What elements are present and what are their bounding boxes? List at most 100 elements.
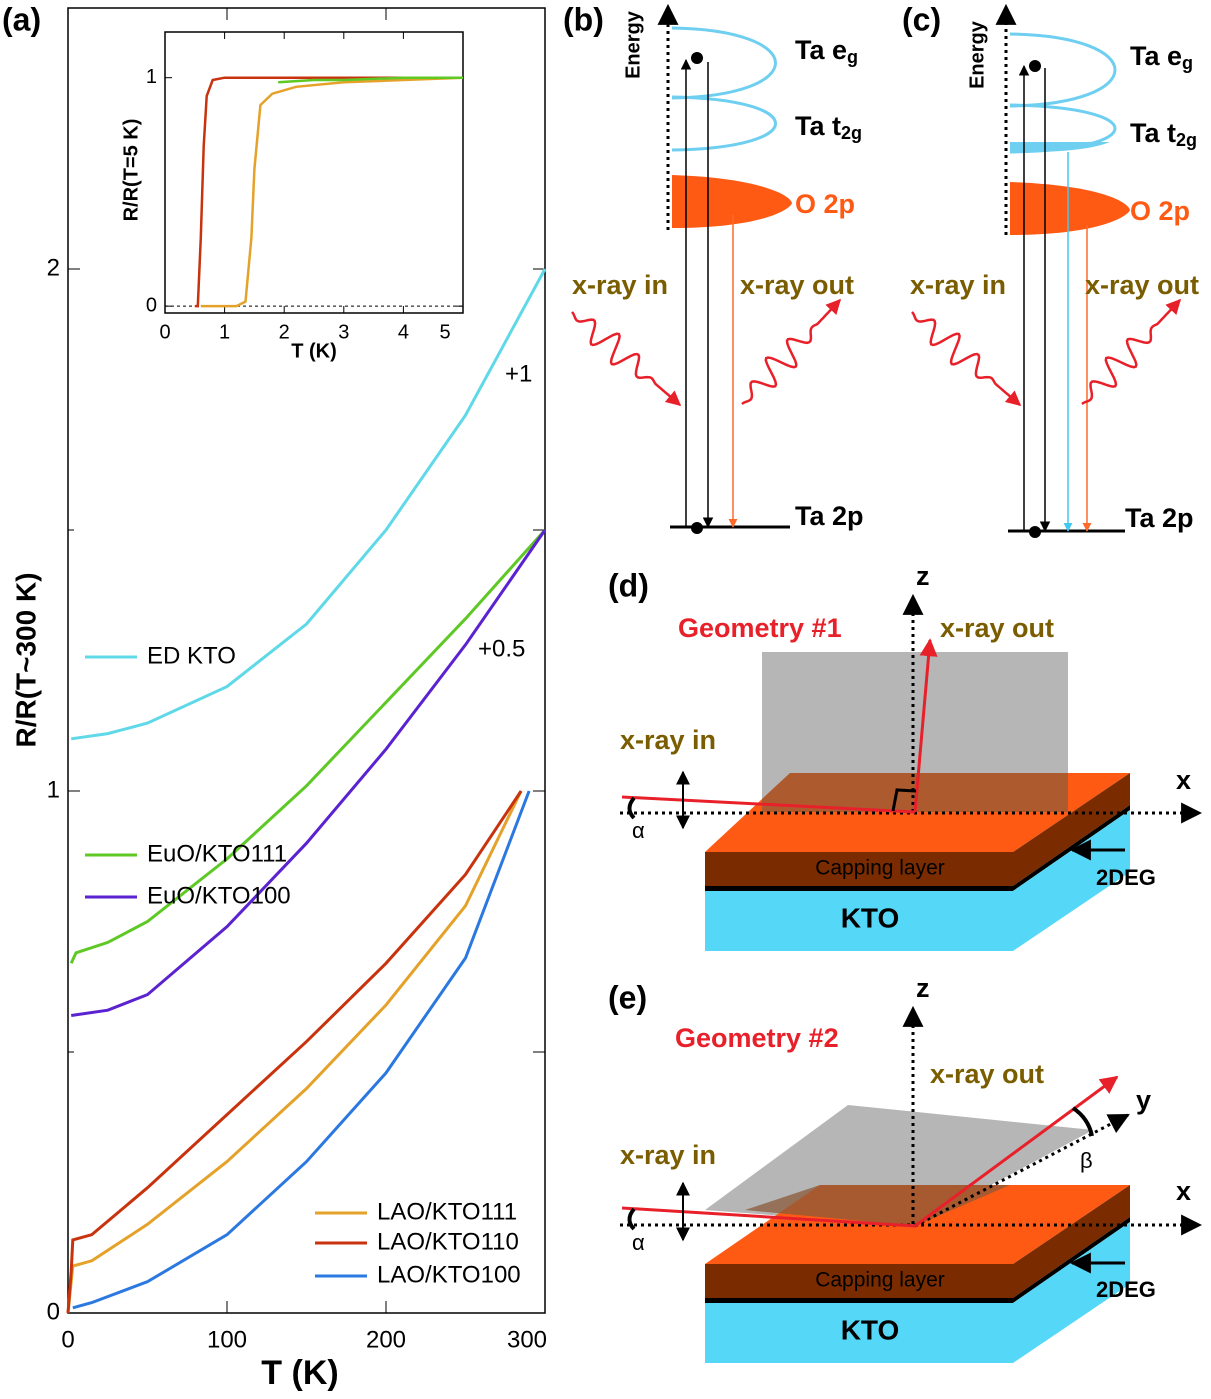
xray-wave [1081,298,1182,405]
xray-in-label: x-ray in [620,1140,716,1170]
y-axis [914,1113,1130,1228]
incident-beam [621,1206,916,1228]
legend-label: EuO/KTO111 [147,840,287,867]
y-tick-label: 0 [47,1298,60,1325]
data-line [194,76,463,308]
panel-d: (d) α Geometry #1 z x x-ray out x-ray in… [608,561,1203,951]
eg-label: Ta eg [795,35,858,67]
x-axis-label: T (K) [261,1354,338,1392]
capping-side [1013,773,1130,886]
inset-x-label: T (K) [291,340,337,362]
plot-frame [67,7,546,1314]
kto-side [1013,810,1130,951]
alpha: α [632,1230,645,1255]
y-tick-label: 1 [47,776,60,803]
legend-label: EuO/KTO100 [147,882,291,909]
text: Ta t [795,111,841,141]
z-label: z [916,561,930,591]
o2p-band [1010,182,1130,235]
panel-label: (a) [2,1,41,37]
data-line [70,268,547,741]
legend-label: LAO/KTO111 [377,1198,517,1225]
energy-label: Energy [622,10,644,79]
x-tick-label: 5 [439,321,450,343]
x-tick-label: 200 [366,1326,406,1353]
text: Ta e [1130,41,1182,71]
text: Ta t [1130,118,1176,148]
kto [705,1303,1013,1363]
data-line [70,529,547,1017]
eg-label: Ta eg [1130,41,1193,73]
y-tick-label: 0 [146,294,157,316]
xray-out-label: x-ray out [740,270,854,300]
xray-wave [571,311,682,406]
outgoing-beam [914,1075,1119,1228]
xray-wave [741,298,842,405]
y-label: y [1136,1085,1151,1115]
x-tick-label: 0 [159,321,170,343]
capping-layer [705,1264,1013,1298]
geometry-label: Geometry #2 [675,1023,839,1053]
t2g-label: Ta t2g [1130,118,1197,150]
kto-label: KTO [841,902,900,933]
incident-beam [621,795,916,814]
panel-label: (b) [563,1,604,37]
legend-label: LAO/KTO110 [377,1228,519,1255]
data-line [200,76,464,308]
capping-label: Capping layer [815,857,945,880]
panel-label: (e) [608,979,647,1015]
panel-e: (e) α Geometry #2 z x y β x-ray out x-ra… [608,973,1203,1363]
sub: 2g [1176,130,1197,150]
x-tick-label: 3 [338,321,349,343]
2deg-label: 2DEG [1096,865,1156,890]
plane-overlap [745,1185,1010,1226]
xray-in-label: x-ray in [572,270,668,300]
x-tick-label: 4 [398,321,409,343]
2deg-label: 2DEG [1096,1277,1156,1302]
kto-side [1013,1222,1130,1363]
annotation: +1 [505,360,532,387]
xray-out-label: x-ray out [930,1059,1044,1089]
electron [691,52,703,64]
o2p-label: O 2p [1130,196,1190,226]
data-line [66,790,523,1314]
beta-arc [1071,1106,1094,1137]
legend-label: ED KTO [147,642,236,669]
ta2p-label: Ta 2p [795,501,864,531]
xray-out-label: x-ray out [940,613,1054,643]
data-line [278,76,463,84]
annotation: +0.5 [478,635,525,662]
sub: g [847,47,858,67]
o2p-label: O 2p [795,189,855,219]
x-tick-label: 300 [507,1326,547,1353]
electron [1029,60,1041,72]
right-angle [891,788,917,812]
xray-in-label: x-ray in [620,725,716,755]
capping-side [1013,1185,1130,1298]
legend-label: LAO/KTO100 [377,1261,521,1288]
t2g-band [671,95,777,152]
t2g-filled [1010,142,1110,153]
data-line [72,790,531,1310]
inset-y-label: R/R(T=5 K) [120,119,142,222]
x-tick-label: 100 [207,1326,247,1353]
x-tick-label: 2 [279,321,290,343]
beta: β [1080,1148,1093,1173]
hole [1029,526,1041,538]
kto-label: KTO [841,1314,900,1345]
x-label: x [1176,1176,1191,1206]
plane-overlap [762,773,1068,812]
energy-label: Energy [966,20,988,89]
sub: 2g [841,123,862,143]
panel-label: (c) [902,1,941,37]
xray-wave [911,311,1022,406]
panel-label: (d) [608,567,649,603]
y-tick-label: 2 [47,254,60,281]
plot-frame [164,31,464,314]
angle-arc [627,796,636,820]
xray-in-label: x-ray in [910,270,1006,300]
t2g-label: Ta t2g [795,111,862,143]
angle-arc [627,1207,636,1231]
kto [705,891,1013,951]
